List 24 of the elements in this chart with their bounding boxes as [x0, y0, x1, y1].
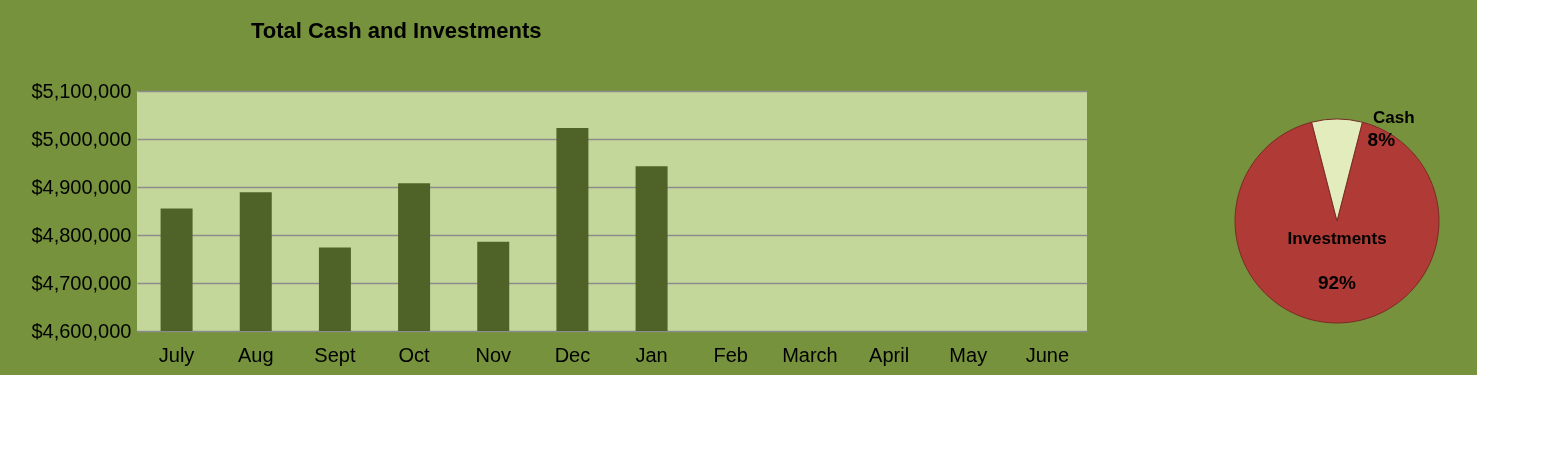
x-tick-label: June	[1025, 343, 1070, 366]
x-tick-label: Sept	[314, 343, 356, 366]
x-tick-label: July	[158, 343, 195, 366]
x-tick-label: May	[949, 343, 988, 366]
x-tick-label: Feb	[713, 343, 748, 366]
x-tick-label: Nov	[475, 343, 512, 366]
x-tick-label: April	[869, 343, 910, 366]
slice-label: Cash	[1373, 107, 1415, 127]
slice-label: Investments	[1287, 229, 1387, 248]
x-tick-label: Jan	[635, 343, 668, 366]
y-tick-label: $4,800,000	[31, 223, 132, 246]
x-tick-label: Oct	[398, 343, 431, 366]
pie-slice	[1234, 121, 1440, 324]
y-tick-label: $5,100,000	[31, 79, 132, 102]
y-tick-label: $4,600,000	[31, 319, 132, 342]
data-label: 8%	[1367, 129, 1396, 151]
x-tick-label: Dec	[554, 343, 591, 366]
y-tick-label: $4,900,000	[31, 175, 132, 198]
y-tick-label: $4,700,000	[31, 271, 132, 294]
chart-title: Total Cash and Investments	[250, 18, 542, 43]
x-tick-label: March	[782, 343, 838, 366]
y-tick-label: $5,000,000	[31, 127, 132, 150]
data-label: 92%	[1317, 272, 1357, 293]
x-tick-label: Aug	[237, 343, 274, 366]
